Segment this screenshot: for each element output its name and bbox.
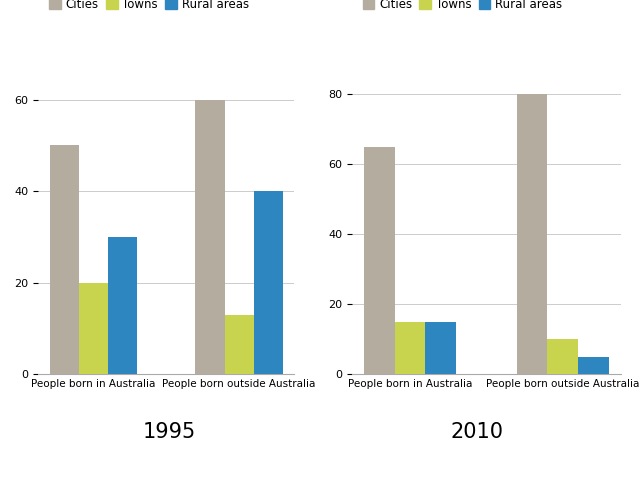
Bar (364, 147, 395, 374)
Bar (195, 100, 225, 374)
Text: 1995: 1995 (143, 422, 196, 442)
Legend: Cities, Towns, Rural areas: Cities, Towns, Rural areas (358, 0, 567, 16)
Bar (395, 322, 426, 374)
Bar (517, 94, 547, 374)
Bar (253, 191, 283, 374)
Bar (578, 357, 609, 374)
Bar (225, 315, 253, 374)
Bar (547, 339, 578, 374)
Bar (108, 237, 138, 374)
Bar (50, 145, 79, 374)
Legend: Cities, Towns, Rural areas: Cities, Towns, Rural areas (44, 0, 253, 16)
Bar (426, 322, 456, 374)
Bar (79, 283, 108, 374)
Text: 2010: 2010 (451, 422, 503, 442)
